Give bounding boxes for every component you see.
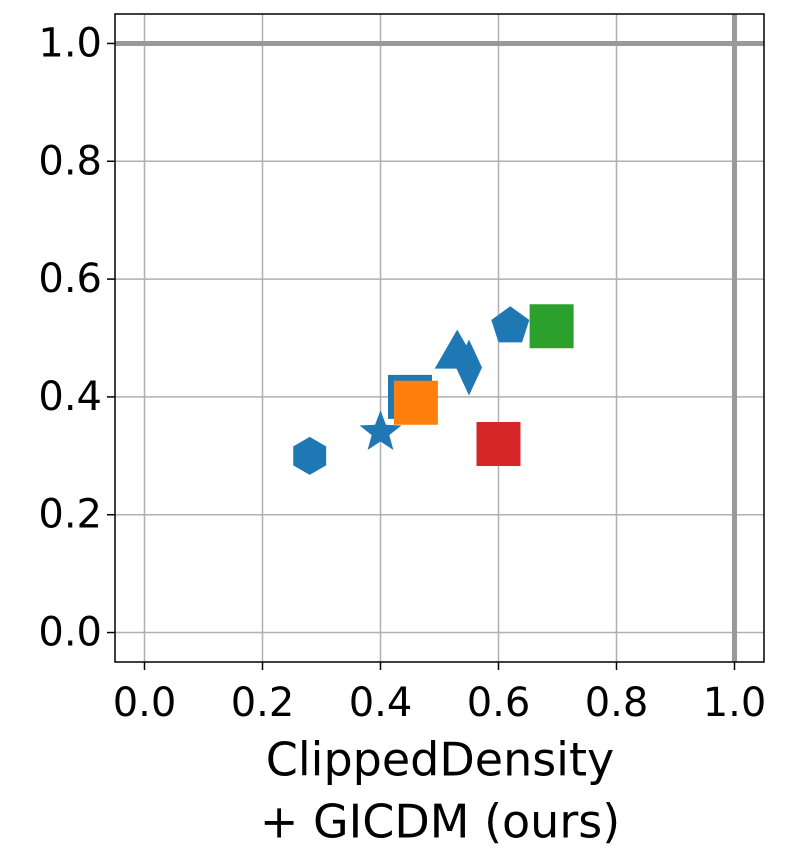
x-tick-label: 0.6 (467, 680, 531, 726)
point (359, 410, 402, 451)
x-tick-label: 0.0 (113, 680, 177, 726)
x-tick-label: 1.0 (703, 680, 767, 726)
x-tick-label: 0.8 (585, 680, 649, 726)
y-tick-label: 0.8 (38, 138, 102, 184)
point (393, 380, 438, 425)
x-tick-label: 0.4 (349, 680, 413, 726)
point (476, 422, 521, 467)
point (491, 306, 530, 343)
y-tick-label: 1.0 (38, 20, 102, 66)
y-tick-label: 0.2 (38, 492, 102, 538)
x-axis-label: ClippedDensity (266, 733, 614, 787)
x-tick-label: 0.2 (231, 680, 295, 726)
plot-frame (114, 13, 765, 663)
x-axis-label: + GICDM (ours) (260, 795, 620, 849)
y-tick-label: 0.4 (38, 374, 102, 420)
y-tick-label: 0.6 (38, 256, 102, 302)
point (529, 304, 574, 349)
point (293, 436, 327, 475)
y-tick-label: 0.0 (38, 610, 102, 656)
point (456, 339, 482, 396)
